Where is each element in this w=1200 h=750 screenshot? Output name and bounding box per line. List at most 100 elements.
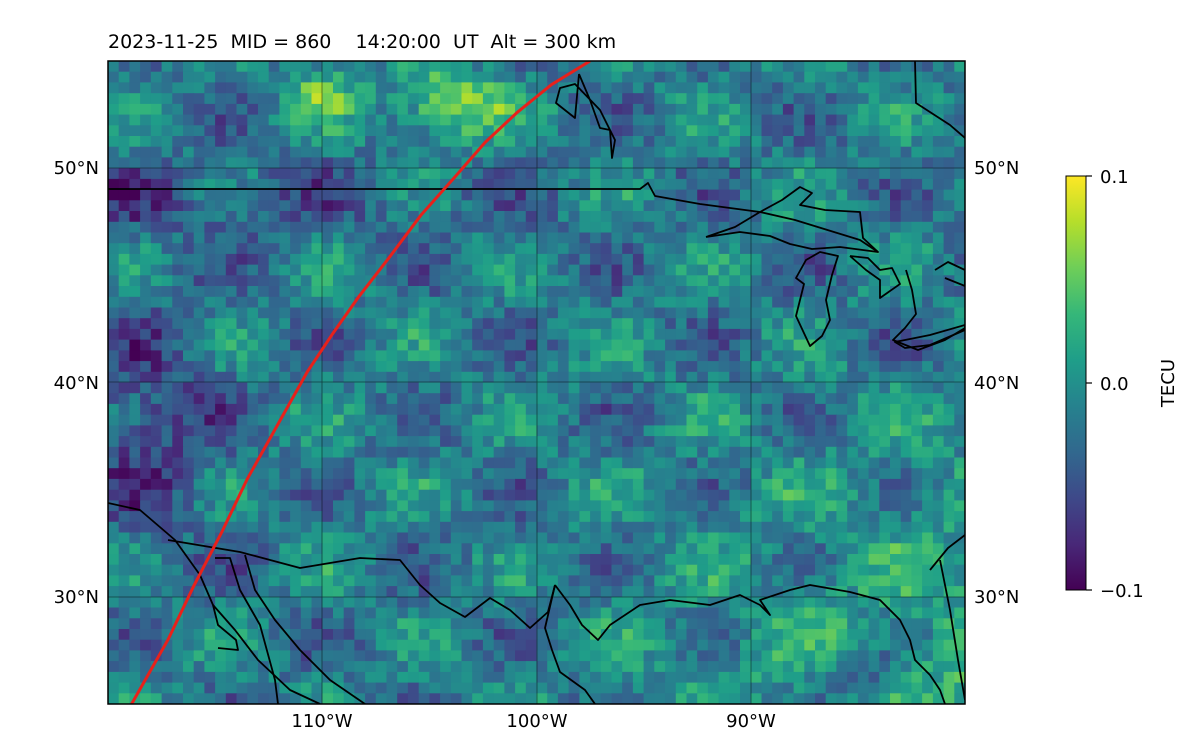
tec-cell xyxy=(847,125,859,137)
tec-cell xyxy=(750,318,763,330)
lat-tick-labels-left: 50°N 40°N 30°N xyxy=(54,158,99,608)
tec-cell xyxy=(536,114,548,126)
tec-cell xyxy=(632,532,645,544)
tec-cell xyxy=(536,554,548,566)
tec-cell xyxy=(750,157,763,169)
tec-cell xyxy=(911,253,923,266)
tec-cell xyxy=(611,93,623,105)
tec-cell xyxy=(482,361,495,373)
tec-cell xyxy=(472,639,484,651)
tec-cell xyxy=(675,307,688,319)
tec-cell xyxy=(183,457,195,469)
tec-cell xyxy=(868,607,880,619)
tec-cell xyxy=(397,200,409,212)
tec-cell xyxy=(150,361,163,373)
tec-cell xyxy=(793,414,805,426)
tec-cell xyxy=(290,136,302,148)
tec-cell xyxy=(654,382,666,394)
tec-cell xyxy=(750,457,763,469)
tec-cell xyxy=(857,457,870,469)
tec-cell xyxy=(665,296,677,309)
tec-cell xyxy=(193,146,205,158)
tec-cell xyxy=(697,200,709,212)
tec-cell xyxy=(643,296,655,309)
tec-cell xyxy=(547,189,559,201)
tec-cell xyxy=(343,468,355,480)
tec-cell xyxy=(643,114,655,126)
tec-cell xyxy=(675,296,688,309)
tec-cell xyxy=(525,671,538,684)
tec-cell xyxy=(172,328,184,341)
tec-cell xyxy=(279,286,291,298)
tec-cell xyxy=(793,82,805,94)
tec-cell xyxy=(654,457,666,469)
tec-cell xyxy=(879,71,891,83)
tec-cell xyxy=(836,114,848,126)
tec-cell xyxy=(890,564,902,576)
tec-cell xyxy=(225,71,238,83)
tec-cell xyxy=(793,639,805,651)
tec-cell xyxy=(322,489,334,501)
tec-cell xyxy=(407,403,420,416)
tec-cell xyxy=(150,318,163,330)
tec-cell xyxy=(365,178,377,191)
tec-cell xyxy=(825,425,837,437)
tec-cell xyxy=(847,157,859,169)
tec-cell xyxy=(868,554,880,566)
tec-cell xyxy=(611,511,623,523)
tec-cell xyxy=(847,425,859,437)
tec-cell xyxy=(900,93,912,105)
tec-cell xyxy=(450,693,463,704)
tec-cell xyxy=(343,393,355,405)
tec-cell xyxy=(600,93,613,105)
tec-cell xyxy=(397,61,409,73)
tec-cell xyxy=(600,489,613,501)
tec-cell xyxy=(707,661,720,673)
tec-cell xyxy=(129,425,141,437)
tec-cell xyxy=(204,103,216,116)
tec-cell xyxy=(343,382,355,394)
tec-cell xyxy=(129,564,141,576)
tec-cell xyxy=(632,264,645,276)
tec-cell xyxy=(847,436,859,448)
tec-cell xyxy=(279,82,291,94)
tec-cell xyxy=(343,414,355,426)
tec-cell xyxy=(333,243,345,255)
tec-cell xyxy=(343,103,355,116)
tec-cell xyxy=(654,275,666,287)
tec-cell xyxy=(397,629,409,641)
tec-cell xyxy=(729,307,741,319)
tec-cell xyxy=(547,200,559,212)
tec-cell xyxy=(686,157,698,169)
tec-cell xyxy=(686,639,698,651)
tec-cell xyxy=(590,414,602,426)
tec-cell xyxy=(311,93,323,105)
tec-cell xyxy=(761,554,773,566)
tec-cell xyxy=(675,425,688,437)
tec-cell xyxy=(397,650,409,662)
tec-cell xyxy=(750,671,763,684)
tec-cell xyxy=(579,446,591,459)
tec-cell xyxy=(247,371,259,384)
tec-cell xyxy=(461,618,473,630)
tec-cell xyxy=(461,136,473,148)
tec-cell xyxy=(290,468,302,480)
tec-cell xyxy=(333,136,345,148)
tec-cell xyxy=(547,361,559,373)
tec-cell xyxy=(397,446,409,459)
tec-cell xyxy=(193,607,205,619)
tec-cell xyxy=(258,478,270,491)
tec-cell xyxy=(300,457,313,469)
tec-cell xyxy=(847,136,859,148)
tec-cell xyxy=(632,489,645,501)
tec-cell xyxy=(386,232,398,244)
tec-cell xyxy=(579,564,591,576)
tec-cell xyxy=(279,446,291,459)
tec-cell xyxy=(215,328,227,341)
tec-cell xyxy=(311,136,323,148)
tec-cell xyxy=(161,629,173,641)
tec-cell xyxy=(954,607,965,619)
tec-cell xyxy=(440,682,452,694)
tec-cell xyxy=(804,596,816,609)
tec-cell xyxy=(836,93,848,105)
